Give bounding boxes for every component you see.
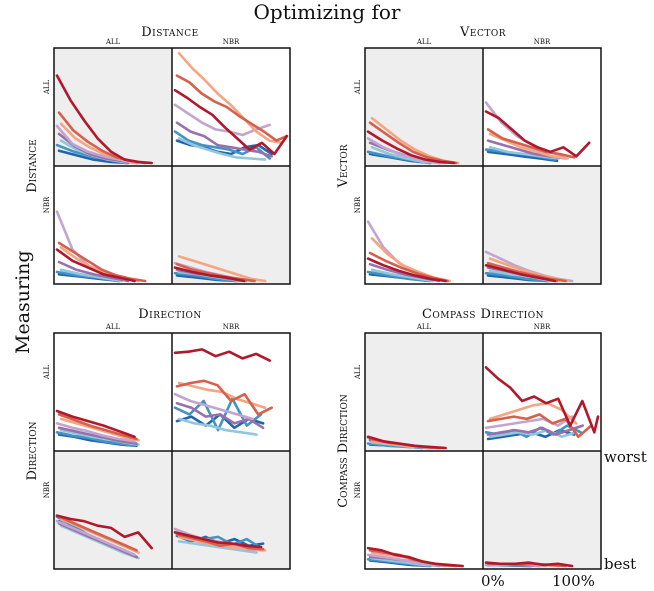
row-label-nbr: nbr — [41, 481, 52, 498]
col-label-nbr: nbr — [534, 36, 551, 47]
series-line-nbr-nbr-1 — [175, 533, 265, 551]
figure-title: Optimizing for — [253, 0, 401, 24]
series-line-nbr-nbr-0 — [173, 531, 263, 549]
row-label-all: all — [41, 79, 52, 95]
panel-title: Distance — [141, 25, 199, 40]
row-title: Direction — [25, 421, 40, 480]
series-line-all-all-1 — [57, 413, 138, 441]
cell-background-nbr-all — [365, 451, 483, 569]
scale-best-label: best — [604, 555, 637, 573]
col-label-nbr: nbr — [223, 321, 240, 332]
cell-background-nbr-nbr — [483, 451, 601, 569]
row-label-nbr: nbr — [41, 196, 52, 213]
cell-background-nbr-nbr — [172, 451, 290, 569]
series-line-all-nbr-5 — [177, 137, 267, 161]
series-line-nbr-all-5 — [59, 268, 123, 283]
series-line-all-nbr-0 — [484, 110, 591, 158]
series-line-nbr-nbr-0 — [173, 266, 246, 283]
cell-background-nbr-all — [365, 166, 483, 284]
cell-background-nbr-all — [54, 451, 172, 569]
x-max-label: 100% — [552, 572, 595, 590]
series-line-all-nbr-7 — [486, 150, 559, 163]
series-line-all-nbr-5 — [177, 417, 258, 436]
panel-title: Compass Direction — [422, 307, 544, 322]
row-label-all: all — [352, 79, 363, 95]
panel-title: Direction — [138, 307, 202, 322]
series-line-all-all-4 — [57, 426, 138, 445]
col-label-all: all — [416, 321, 432, 332]
series-line-nbr-nbr-1 — [175, 262, 256, 283]
series-line-all-nbr-4 — [175, 121, 273, 158]
cell-background-all-nbr — [483, 48, 601, 166]
series-line-all-nbr-4 — [486, 424, 584, 436]
series-line-nbr-all-1 — [57, 515, 138, 552]
series-line-nbr-all-0 — [366, 257, 447, 283]
series-line-nbr-all-0 — [366, 546, 464, 568]
series-line-nbr-nbr-6 — [484, 271, 548, 283]
series-line-all-nbr-1 — [175, 74, 289, 142]
series-line-all-all-2 — [59, 417, 140, 442]
cell-background-all-all — [365, 48, 483, 166]
series-line-all-nbr-2 — [177, 51, 284, 145]
series-line-nbr-nbr-2 — [177, 255, 267, 283]
series-line-all-nbr-0 — [484, 366, 600, 434]
series-line-nbr-all-3 — [55, 519, 136, 557]
panel-title: Vector — [459, 25, 506, 40]
row-label-all: all — [41, 364, 52, 380]
series-line-all-nbr-3 — [484, 415, 574, 430]
row-label-nbr: nbr — [352, 481, 363, 498]
series-line-nbr-nbr-0 — [484, 561, 574, 568]
cell-background-nbr-all — [54, 166, 172, 284]
col-label-all: all — [416, 36, 432, 47]
series-line-nbr-all-0 — [55, 514, 153, 550]
series-line-all-nbr-1 — [175, 379, 273, 416]
row-label-nbr: nbr — [352, 196, 363, 213]
series-line-all-all-3 — [366, 137, 447, 165]
col-label-all: all — [105, 321, 121, 332]
col-label-all: all — [105, 36, 121, 47]
scale-worst-label: worst — [604, 448, 647, 466]
series-line-all-all-0 — [366, 130, 456, 165]
series-line-nbr-nbr-0 — [484, 264, 557, 283]
series-line-nbr-nbr-1 — [486, 261, 567, 283]
series-line-all-nbr-0 — [173, 88, 289, 156]
x-min-label: 0% — [481, 572, 505, 590]
cell-background-nbr-nbr — [172, 166, 290, 284]
series-line-nbr-nbr-5 — [177, 540, 258, 554]
row-title: Compass Direction — [336, 394, 351, 508]
series-line-nbr-all-4 — [57, 260, 130, 283]
series-line-nbr-all-1 — [57, 241, 147, 283]
row-label-all: all — [352, 364, 363, 380]
series-line-all-nbr-1 — [486, 413, 593, 439]
row-title: Vector — [336, 144, 351, 188]
series-line-all-nbr-6 — [173, 397, 263, 432]
row-title: Distance — [25, 139, 40, 193]
series-line-all-nbr-0 — [173, 348, 271, 362]
series-line-nbr-all-3 — [366, 553, 447, 568]
series-line-all-all-6 — [55, 431, 136, 448]
series-line-nbr-all-5 — [370, 268, 434, 283]
series-line-all-nbr-1 — [486, 128, 576, 159]
cell-background-all-all — [365, 333, 483, 451]
series-line-all-all-0 — [55, 409, 136, 439]
series-line-all-all-0 — [366, 435, 447, 450]
series-line-all-nbr-3 — [173, 392, 254, 421]
series-line-all-nbr-5 — [488, 428, 578, 439]
series-line-nbr-all-0 — [55, 248, 136, 283]
series-line-all-all-0 — [55, 74, 153, 165]
col-label-nbr: nbr — [534, 321, 551, 332]
series-line-all-all-3 — [55, 422, 136, 443]
col-label-nbr: nbr — [223, 36, 240, 47]
